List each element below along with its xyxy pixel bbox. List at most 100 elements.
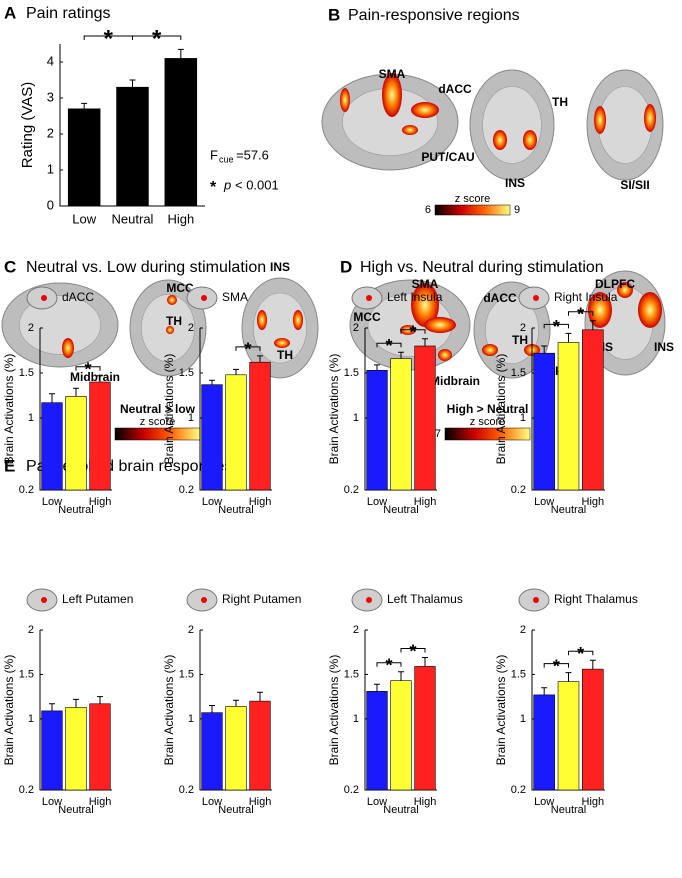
significance-star: *	[385, 656, 392, 676]
bar	[249, 361, 271, 491]
brain-icon-roi	[41, 597, 47, 603]
region-label: MCC	[353, 310, 381, 324]
region-label: Midbrain	[430, 374, 480, 388]
bar	[557, 681, 580, 791]
y-tick-label: 1	[520, 713, 526, 725]
error-bar	[541, 687, 548, 695]
x-tick-label: High	[89, 796, 112, 808]
error-bar	[565, 672, 572, 682]
region-label: INS	[505, 176, 525, 190]
brain-icon-roi	[41, 295, 47, 301]
region-label: TH	[512, 333, 528, 347]
colorbar	[114, 427, 201, 441]
y-tick-label: 1	[188, 412, 194, 424]
significance-star: *	[244, 340, 251, 360]
y-tick-label: 1.5	[511, 668, 526, 680]
panel-title: Pain ratings	[26, 5, 111, 22]
y-tick-label: 4	[47, 53, 54, 68]
x-tick-label: Neutral	[551, 504, 586, 516]
activation-blob	[340, 88, 350, 112]
y-tick-label: 1	[47, 161, 54, 176]
x-tick-label: Low	[202, 496, 222, 508]
region-label: DLPFC	[595, 277, 635, 291]
y-tick-label: 1	[28, 412, 34, 424]
x-tick-label: Low	[534, 796, 554, 808]
panel-letter: D	[340, 257, 352, 276]
region-label: INS	[270, 260, 290, 274]
chart-title: dACC	[62, 290, 94, 304]
panel-letter: A	[4, 3, 16, 22]
colorbar-label: z score	[470, 416, 505, 428]
error-bar	[374, 364, 380, 371]
y-tick-label: 1.5	[344, 668, 359, 680]
y-axis-label: Brain Activations (%)	[2, 655, 16, 766]
brain-inner	[598, 86, 652, 164]
bar	[414, 345, 436, 491]
region-label: INS	[654, 340, 674, 354]
significance-bracket	[132, 35, 182, 40]
colorbar	[444, 427, 531, 441]
brain-icon-roi	[533, 597, 539, 603]
y-tick-label: 2	[353, 624, 359, 636]
error-bar	[541, 345, 548, 354]
y-tick-label: 1.5	[19, 367, 34, 379]
x-tick-label: High	[167, 211, 194, 226]
y-tick-label: 0.2	[179, 784, 194, 796]
colorbar-title: Neutral > low	[120, 402, 196, 416]
bar	[65, 396, 87, 491]
region-label: TH	[166, 314, 182, 328]
bar	[582, 329, 604, 491]
significance-star: *	[577, 644, 584, 664]
y-tick-label: 2	[188, 624, 194, 636]
error-bar	[589, 659, 596, 670]
y-tick-label: 1	[353, 713, 359, 725]
panel-title: Pain-responsive regions	[348, 7, 520, 24]
x-tick-label: High	[89, 496, 112, 508]
significance-text: < 0.001	[235, 177, 279, 192]
panel-letter: E	[4, 456, 15, 475]
bar	[390, 680, 412, 791]
error-bar	[565, 332, 572, 343]
error-bar	[233, 368, 239, 375]
significance-star: *	[84, 359, 91, 379]
significance-star: *	[577, 305, 584, 325]
x-tick-label: High	[249, 796, 272, 808]
colorbar	[434, 204, 511, 216]
error-bar	[398, 351, 404, 359]
bar	[65, 707, 87, 791]
error-bar	[129, 79, 136, 88]
error-bar	[422, 657, 428, 667]
colorbar-min: 6	[425, 204, 431, 216]
error-bar	[81, 102, 88, 109]
significance-star: *	[104, 25, 114, 52]
y-axis-label: Brain Activations (%)	[327, 354, 341, 465]
brain-icon-roi	[201, 597, 207, 603]
bar	[41, 402, 63, 491]
y-tick-label: 0.2	[344, 484, 359, 496]
activation-blob	[411, 102, 439, 118]
panel-title: Neutral vs. Low during stimulation	[26, 259, 266, 276]
x-tick-label: Neutral	[218, 804, 253, 816]
bar	[89, 703, 111, 791]
significance-bracket	[400, 648, 426, 653]
x-tick-label: High	[414, 496, 437, 508]
activation-blob	[493, 130, 507, 150]
y-tick-label: 0.2	[179, 484, 194, 496]
activation-blob	[523, 130, 537, 150]
bar	[164, 58, 198, 207]
x-tick-label: High	[582, 796, 605, 808]
brain-icon-roi	[201, 295, 207, 301]
bar	[225, 706, 247, 791]
brain-inner	[253, 292, 307, 364]
significance-bracket	[400, 329, 426, 334]
y-tick-label: 2	[520, 322, 526, 334]
y-tick-label: 0.2	[19, 484, 34, 496]
y-axis-label: Rating (VAS)	[19, 82, 36, 168]
bar	[201, 384, 223, 491]
y-axis-label: Brain Activations (%)	[494, 354, 508, 465]
error-bar	[374, 683, 380, 692]
colorbar-max: 9	[514, 204, 520, 216]
activation-blob	[293, 310, 303, 330]
y-tick-label: 0.2	[511, 484, 526, 496]
